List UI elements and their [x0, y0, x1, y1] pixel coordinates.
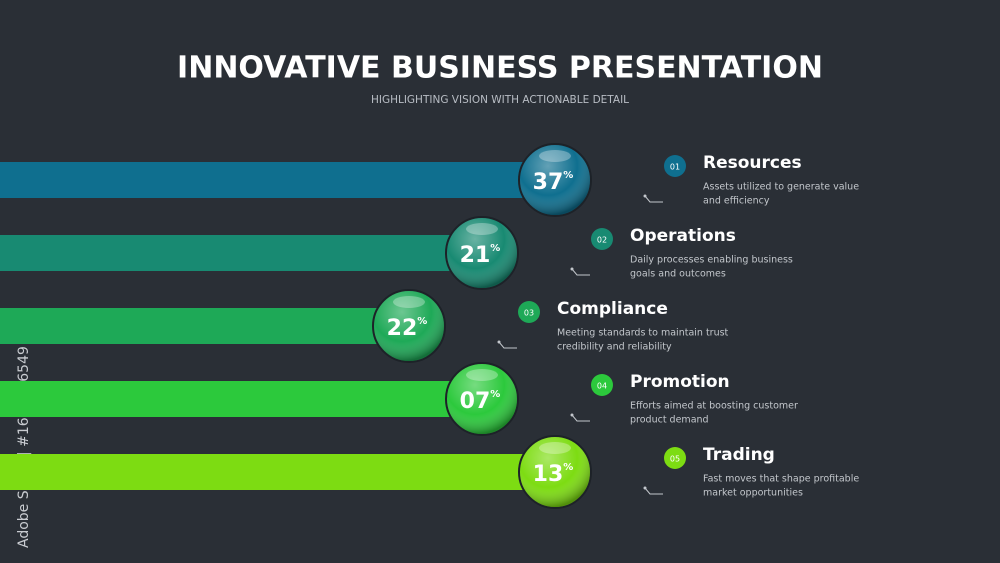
item-label: Promotion: [630, 372, 730, 392]
bar: [0, 308, 409, 344]
sphere-highlight: [466, 223, 498, 235]
sphere-shine: [447, 364, 517, 434]
sphere-shine: [520, 437, 590, 507]
watermark-id: Adobe Stock | #1686886549: [16, 346, 32, 548]
bar: [0, 235, 482, 271]
item-description: and efficiency: [703, 196, 770, 207]
connector: [644, 487, 663, 495]
number-badge: [591, 374, 613, 396]
number: 04: [597, 382, 607, 391]
connector: [571, 268, 590, 276]
percent-value: 22: [387, 316, 418, 341]
percent: 13%: [533, 462, 574, 487]
sphere-shine: [447, 218, 517, 288]
percent: 21%: [460, 243, 501, 268]
percent-value: 13: [533, 462, 564, 487]
connector-dot: [643, 486, 647, 490]
item-description: Assets utilized to generate value: [703, 182, 859, 193]
subtitle: HIGHLIGHTING VISION WITH ACTIONABLE DETA…: [371, 94, 629, 106]
percent: 22%: [387, 316, 428, 341]
connector-dot: [570, 413, 574, 417]
number: 01: [670, 163, 680, 172]
row: 21% 02 Operations Daily processes enabling …: [0, 216, 793, 290]
item-description: Meeting standards to maintain trust: [557, 328, 729, 339]
number-badge: [664, 447, 686, 469]
percent-value: 37: [533, 170, 564, 195]
number-badge: [518, 301, 540, 323]
row: 37% 01 Resources Assets utilized to generat…: [0, 143, 859, 217]
item-label: Compliance: [557, 299, 668, 319]
connector: [644, 195, 663, 203]
row: 07% 04 Promotion Efforts aimed at boosting …: [0, 362, 798, 436]
item-description: goals and outcomes: [630, 269, 726, 280]
percent-value: 07: [460, 389, 491, 414]
item-label: Resources: [703, 153, 802, 173]
sphere-highlight: [393, 296, 425, 308]
item-description: market opportunities: [703, 488, 803, 499]
bar: [0, 381, 482, 417]
item-description: Daily processes enabling business: [630, 255, 793, 266]
percent: 37%: [533, 170, 574, 195]
row: 13% 05 Trading Fast moves that shape profit…: [0, 435, 859, 509]
percent-value: 21: [460, 243, 491, 268]
sphere-shine: [520, 145, 590, 215]
sphere-shine: [374, 291, 444, 361]
number: 02: [597, 236, 607, 245]
number-badge: [591, 228, 613, 250]
number: 03: [524, 309, 534, 318]
connector-dot: [570, 267, 574, 271]
sphere-highlight: [539, 442, 571, 454]
percent-sign: %: [563, 462, 573, 473]
item-description: Fast moves that shape profitable: [703, 474, 859, 485]
connector-dot: [643, 194, 647, 198]
connector: [498, 341, 517, 349]
percent-sign: %: [490, 243, 500, 254]
percent-sign: %: [490, 389, 500, 400]
percent-sign: %: [417, 316, 427, 327]
item-label: Operations: [630, 226, 736, 246]
bar: [0, 162, 555, 198]
percent-sign: %: [563, 170, 573, 181]
bar: [0, 454, 555, 490]
sphere-highlight: [466, 369, 498, 381]
sphere-highlight: [539, 150, 571, 162]
item-label: Trading: [703, 445, 775, 465]
number: 05: [670, 455, 680, 464]
item-description: Efforts aimed at boosting customer: [630, 401, 798, 412]
connector-dot: [497, 340, 501, 344]
title: INNOVATIVE BUSINESS PRESENTATION: [177, 51, 823, 86]
item-description: product demand: [630, 415, 709, 426]
connector: [571, 414, 590, 422]
number-badge: [664, 155, 686, 177]
item-description: credibility and reliability: [557, 342, 672, 353]
percent: 07%: [460, 389, 501, 414]
row: 22% 03 Compliance Meeting standards to main…: [0, 289, 729, 363]
